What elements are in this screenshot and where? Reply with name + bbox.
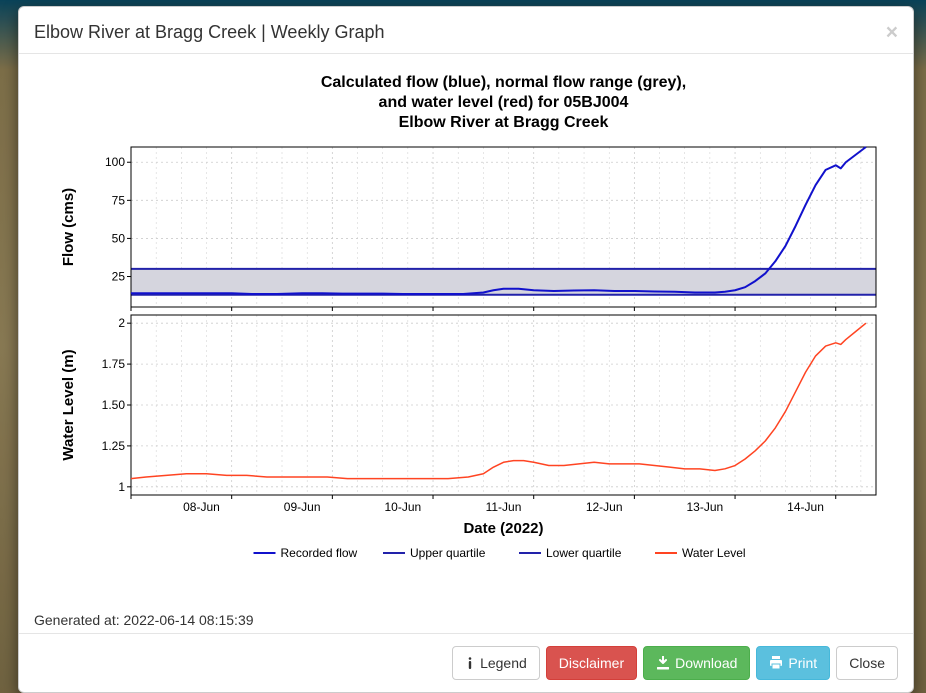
svg-text:100: 100 [105, 155, 125, 169]
print-icon [769, 656, 783, 670]
svg-text:Lower quartile: Lower quartile [546, 546, 622, 560]
svg-text:08-Jun: 08-Jun [183, 500, 220, 514]
download-button-label: Download [675, 653, 737, 673]
modal-body: Calculated flow (blue), normal flow rang… [19, 54, 913, 633]
disclaimer-button-label: Disclaimer [559, 653, 624, 673]
svg-text:Flow (cms): Flow (cms) [60, 188, 77, 266]
svg-text:Date (2022): Date (2022) [463, 520, 543, 537]
svg-text:Water Level: Water Level [682, 546, 746, 560]
svg-text:2: 2 [118, 316, 125, 330]
legend-button[interactable]: Legend [452, 646, 540, 680]
svg-text:Calculated flow (blue), normal: Calculated flow (blue), normal flow rang… [321, 74, 686, 91]
svg-text:14-Jun: 14-Jun [787, 500, 824, 514]
svg-text:09-Jun: 09-Jun [284, 500, 321, 514]
generated-timestamp: Generated at: 2022-06-14 08:15:39 [34, 612, 898, 628]
svg-text:1: 1 [118, 480, 125, 494]
modal-header: Elbow River at Bragg Creek | Weekly Grap… [19, 7, 913, 54]
svg-text:1.75: 1.75 [102, 357, 126, 371]
chart-container: Calculated flow (blue), normal flow rang… [34, 69, 898, 608]
print-button-label: Print [788, 653, 817, 673]
close-button[interactable]: Close [836, 646, 898, 680]
weekly-graph-modal: Elbow River at Bragg Creek | Weekly Grap… [18, 6, 914, 693]
svg-text:and water level (red) for 05BJ: and water level (red) for 05BJ004 [379, 94, 629, 111]
svg-text:12-Jun: 12-Jun [586, 500, 623, 514]
close-icon[interactable]: × [886, 22, 898, 43]
flow-level-chart: Calculated flow (blue), normal flow rang… [34, 69, 898, 589]
svg-text:Recorded flow: Recorded flow [281, 546, 358, 560]
svg-text:13-Jun: 13-Jun [686, 500, 723, 514]
svg-text:Elbow River at Bragg Creek: Elbow River at Bragg Creek [399, 114, 609, 131]
svg-text:10-Jun: 10-Jun [384, 500, 421, 514]
print-button[interactable]: Print [756, 646, 830, 680]
disclaimer-button[interactable]: Disclaimer [546, 646, 637, 680]
svg-text:75: 75 [112, 193, 126, 207]
generated-value: 2022-06-14 08:15:39 [124, 612, 254, 628]
legend-button-label: Legend [480, 653, 527, 673]
modal-footer: Legend Disclaimer Download Print Close [19, 633, 913, 692]
generated-prefix: Generated at: [34, 612, 124, 628]
svg-text:50: 50 [112, 231, 126, 245]
svg-text:Water Level (m): Water Level (m) [60, 349, 77, 460]
download-icon [656, 656, 670, 670]
svg-text:11-Jun: 11-Jun [486, 500, 522, 514]
download-button[interactable]: Download [643, 646, 750, 680]
svg-text:25: 25 [112, 270, 126, 284]
modal-title: Elbow River at Bragg Creek | Weekly Grap… [34, 22, 886, 43]
info-icon [465, 656, 475, 670]
svg-text:1.50: 1.50 [102, 398, 126, 412]
close-button-label: Close [849, 653, 885, 673]
svg-text:1.25: 1.25 [102, 439, 126, 453]
svg-text:Upper quartile: Upper quartile [410, 546, 486, 560]
